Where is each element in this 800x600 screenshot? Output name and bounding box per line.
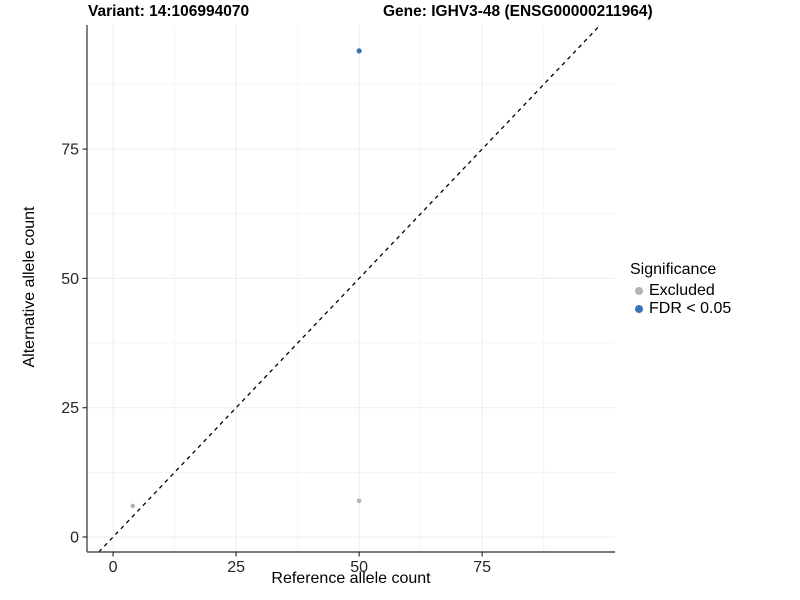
x-tick-label: 50: [350, 559, 368, 576]
legend-dot: [635, 305, 643, 313]
variant-title: Variant: 14:106994070: [88, 3, 250, 20]
x-tick-label: 0: [109, 559, 118, 576]
legend-entries: Excluded FDR < 0.05: [630, 282, 731, 318]
data-point-fdr-0-05: [356, 48, 362, 54]
data-point-excluded: [356, 498, 362, 504]
y-tick-label: 75: [61, 142, 79, 159]
x-axis-label: Reference allele count: [271, 570, 431, 587]
legend-label: FDR < 0.05: [649, 300, 732, 317]
y-tick-label: 0: [70, 530, 79, 547]
identity-line: [98, 24, 601, 553]
x-tick-label: 75: [473, 559, 491, 576]
gene-title: Gene: IGHV3-48 (ENSG00000211964): [383, 3, 653, 20]
y-axis-label: Alternative allele count: [21, 206, 38, 368]
legend-entry-excluded: Excluded: [630, 282, 731, 300]
legend: Significance Excluded FDR < 0.05: [630, 261, 731, 318]
legend-dot: [635, 287, 643, 295]
legend-entry-fdr-0-05: FDR < 0.05: [630, 300, 731, 318]
data-point-excluded: [130, 503, 136, 509]
x-tick-label: 25: [227, 559, 245, 576]
legend-title: Significance: [630, 261, 717, 278]
y-tick-label: 25: [61, 400, 79, 417]
y-tick-label: 50: [61, 271, 79, 288]
legend-label: Excluded: [649, 282, 715, 299]
